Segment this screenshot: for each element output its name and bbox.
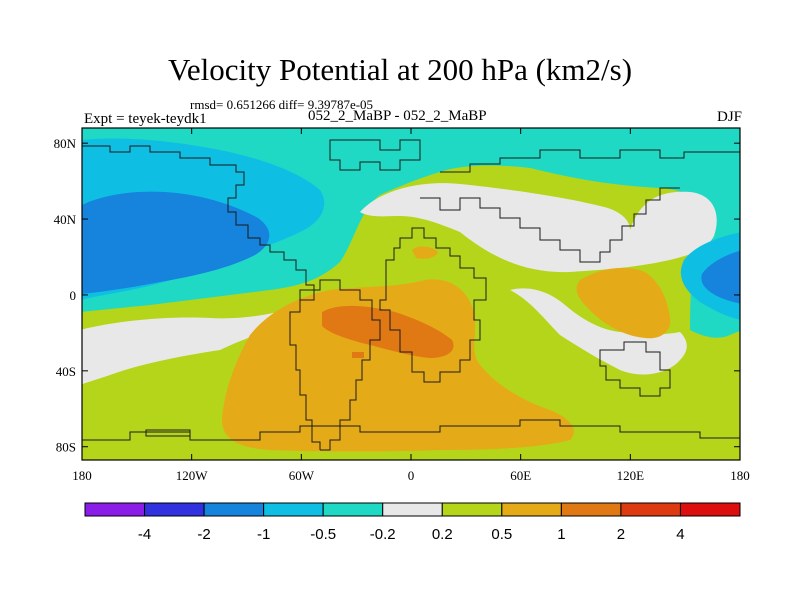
colorbar-label: -1 bbox=[257, 526, 270, 543]
x-tick-label: 120W bbox=[176, 468, 209, 483]
colorbar-label: 0.2 bbox=[432, 526, 453, 543]
colorbar-swatch bbox=[679, 502, 741, 517]
x-tick-label: 180 bbox=[730, 468, 750, 483]
x-tick-label: 120E bbox=[617, 468, 645, 483]
experiment-label: Expt = teyek-teydk1 bbox=[84, 111, 207, 127]
contour-darkblue-north-pacific bbox=[82, 191, 270, 294]
coast-south-america bbox=[289, 279, 381, 451]
contour-white-south bbox=[82, 306, 302, 385]
x-tick-label: 60W bbox=[289, 468, 315, 483]
contour-darkblue-west-pacific bbox=[701, 250, 740, 304]
y-tick-label: 40N bbox=[54, 212, 77, 227]
colorbar-label: 1 bbox=[557, 526, 565, 543]
contour-orange-indian bbox=[576, 267, 671, 339]
colorbar-swatch bbox=[620, 502, 681, 517]
y-tick-label: 80N bbox=[54, 136, 77, 151]
x-tick-label: 60E bbox=[510, 468, 531, 483]
contour-orange-small bbox=[412, 246, 438, 259]
stats-label: rmsd= 0.651266 diff= 9.39787e-05 bbox=[190, 97, 374, 112]
coast-ross-island bbox=[145, 429, 191, 437]
colorbar: -4 -2 -1 -0.5 -0.2 0.2 0.5 1 2 4 bbox=[84, 502, 741, 543]
colorbar-label: -2 bbox=[197, 526, 210, 543]
coast-greenland bbox=[329, 139, 421, 171]
x-tick-label: 180 bbox=[72, 468, 92, 483]
colorbar-swatch bbox=[322, 502, 384, 517]
colorbar-label: -4 bbox=[138, 526, 151, 543]
contour-white-indian bbox=[510, 288, 687, 375]
colorbar-swatch bbox=[203, 502, 265, 517]
colorbar-label: 0.5 bbox=[491, 526, 512, 543]
coast-north-america bbox=[82, 145, 315, 326]
continent-outlines bbox=[82, 139, 740, 451]
contour-orange-atlantic bbox=[222, 279, 574, 452]
colorbar-swatch bbox=[84, 502, 146, 517]
colorbar-label: -0.2 bbox=[370, 526, 396, 543]
contour-darkorange-patch bbox=[352, 352, 364, 358]
y-tick-label: 0 bbox=[70, 288, 77, 303]
coast-australia bbox=[599, 341, 671, 397]
colorbar-swatch bbox=[144, 502, 205, 517]
colorbar-label: 2 bbox=[617, 526, 625, 543]
contour-darkorange-core bbox=[322, 305, 454, 358]
colorbar-swatch bbox=[501, 502, 562, 517]
coast-eurasia bbox=[420, 149, 740, 263]
y-tick-label: 40S bbox=[56, 364, 76, 379]
y-tick-label: 80S bbox=[56, 440, 76, 455]
contour-field bbox=[82, 128, 740, 460]
colorbar-label: 4 bbox=[676, 526, 684, 543]
comparison-label: 052_2_MaBP - 052_2_MaBP bbox=[308, 108, 487, 124]
season-label: DJF bbox=[716, 109, 742, 125]
colorbar-swatch bbox=[263, 502, 324, 517]
coast-europe-africa bbox=[379, 227, 487, 383]
x-tick-label: 0 bbox=[408, 468, 415, 483]
x-axis: 180 120W 60W 0 60E 120E 180 bbox=[72, 128, 750, 483]
colorbar-swatch bbox=[560, 502, 622, 517]
colorbar-swatch bbox=[441, 502, 503, 517]
colorbar-swatch bbox=[382, 502, 443, 517]
chart-title: Velocity Potential at 200 hPa (km2/s) bbox=[167, 52, 633, 87]
y-axis: 80N 40N 0 40S 80S bbox=[54, 136, 740, 455]
colorbar-label: -0.5 bbox=[310, 526, 336, 543]
